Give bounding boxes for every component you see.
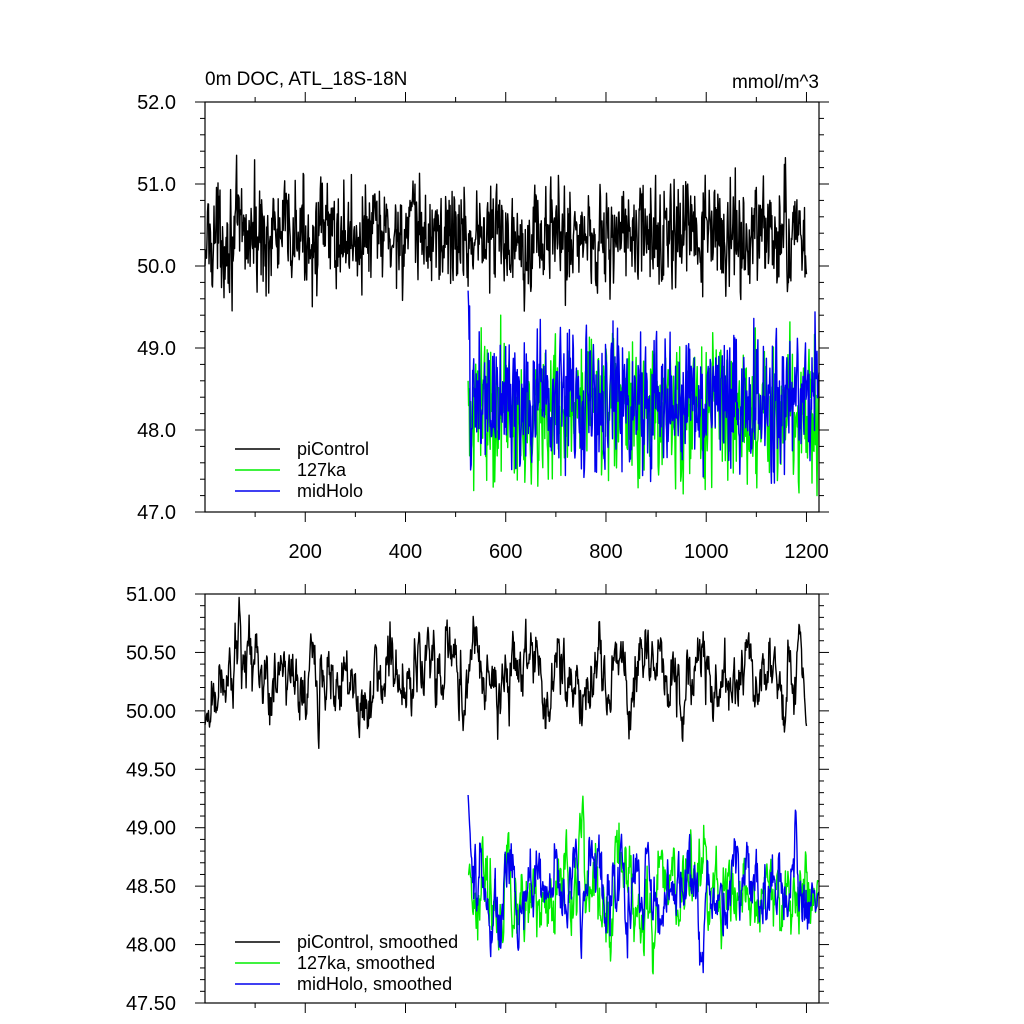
x-tick-label: 1200 xyxy=(784,541,829,563)
legend-label: midHolo xyxy=(297,481,363,501)
series-line-midholo xyxy=(467,290,820,484)
series-line-127ka-smoothed xyxy=(467,795,820,975)
y-tick-label: 48.0 xyxy=(137,420,176,442)
y-tick-label: 50.0 xyxy=(137,256,176,278)
x-tick-label: 1000 xyxy=(684,541,729,563)
legend-label: piControl xyxy=(297,439,369,459)
plot-frame xyxy=(204,101,820,513)
bottom-panel: 47.50 48.00 48.50 49.00 49.50 50.00 50.50 51.00… xyxy=(126,584,829,1015)
legend-label: midHolo, smoothed xyxy=(297,974,452,994)
y-tick-label: 51.0 xyxy=(137,174,176,196)
legend-label: piControl, smoothed xyxy=(297,932,458,952)
plot-frame xyxy=(204,593,820,1004)
x-tick-label: 600 xyxy=(489,541,522,563)
y-tick-label: 49.0 xyxy=(137,338,176,360)
x-tick-label: 800 xyxy=(589,541,622,563)
y-tick-label: 49.00 xyxy=(126,818,176,840)
series-group xyxy=(204,154,820,497)
series-group xyxy=(204,596,820,975)
y-tick-label: 48.00 xyxy=(126,935,176,957)
x-tick-label: 200 xyxy=(289,541,322,563)
y-tick-label: 51.00 xyxy=(126,584,176,606)
series-line-midholo-smoothed xyxy=(467,794,820,974)
y-tick-label: 50.50 xyxy=(126,642,176,664)
y-tick-label: 47.0 xyxy=(137,502,176,524)
y-tick-label: 49.50 xyxy=(126,759,176,781)
y-tick-label: 48.50 xyxy=(126,876,176,898)
x-tick-label: 400 xyxy=(389,541,422,563)
legend-label: 127ka xyxy=(297,460,347,480)
series-line-picontrol-smoothed xyxy=(204,596,808,749)
legend-label: 127ka, smoothed xyxy=(297,953,435,973)
chart-title: 0m DOC, ATL_18S-18N xyxy=(205,69,407,90)
top-panel: 200 400 600 800 1000 1200 47.0 48.0 49.0 50.0 51.0… xyxy=(137,69,829,563)
series-line-picontrol xyxy=(204,154,808,312)
y-tick-label: 52.0 xyxy=(137,92,176,114)
units-label: mmol/m^3 xyxy=(732,72,819,93)
y-tick-label: 47.50 xyxy=(126,993,176,1015)
y-tick-label: 50.00 xyxy=(126,701,176,723)
